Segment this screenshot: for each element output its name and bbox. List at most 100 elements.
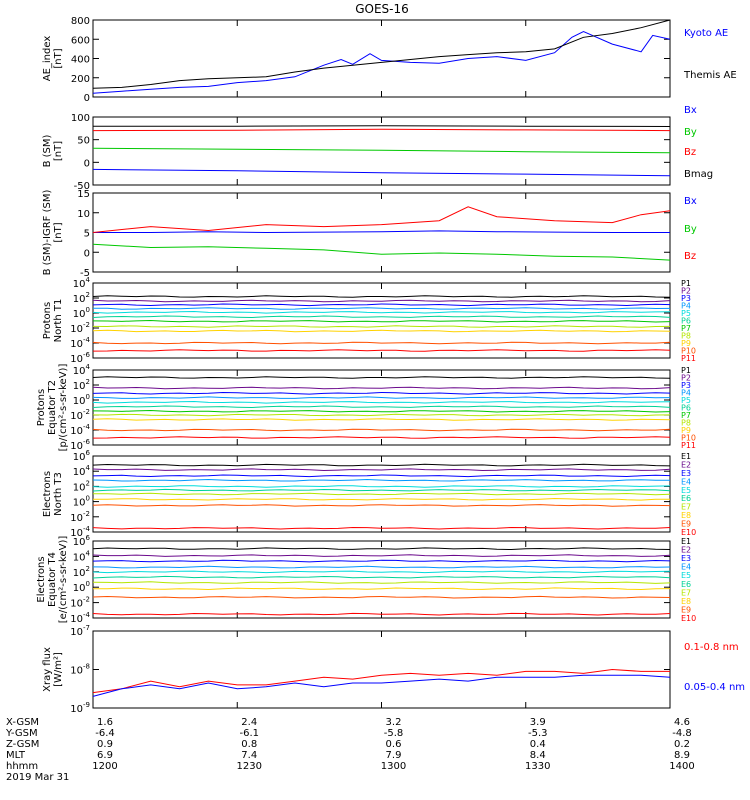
ytick-label-2-0: -5 [80, 268, 90, 279]
channel-label-5-9: E10 [681, 528, 696, 537]
channel-line-3-9 [92, 341, 671, 345]
channel-line-6-6 [92, 581, 671, 584]
channel-line-5-8 [92, 504, 671, 507]
ylabel-2-1: [nT] [53, 222, 64, 242]
series-line-1-0 [92, 168, 671, 177]
channel-label-4-0: P1 [681, 366, 691, 375]
channel-label-5-4: E5 [681, 486, 691, 495]
ytick-label-6-3: 102 [73, 565, 90, 579]
channel-line-5-5 [92, 488, 671, 492]
footer-value-3-3: 8.4 [530, 750, 546, 761]
series-line-7-1 [92, 674, 671, 697]
ytick-label-3-3: 100 [73, 306, 90, 320]
channel-line-3-1 [92, 299, 671, 303]
series-line-0-0 [92, 30, 671, 94]
footer-label-2: Z-GSM [6, 739, 39, 750]
legend-1-3: Bmag [684, 169, 713, 180]
ytick-label-1-1: 0 [84, 158, 90, 169]
ytick-label-1-0: -50 [74, 181, 90, 192]
channel-line-4-10 [92, 436, 671, 439]
channel-line-5-7 [92, 497, 671, 501]
channel-label-4-6: P7 [681, 411, 691, 420]
footer-value-1-2: 0.8 [241, 739, 257, 750]
footer-value-4-3: 8.9 [674, 750, 690, 761]
footer-value-0-3: 6.9 [97, 750, 113, 761]
channel-label-5-3: E4 [681, 477, 691, 486]
series-line-2-1 [92, 243, 671, 261]
channel-line-6-5 [92, 575, 671, 579]
ytick-label-6-4: 104 [73, 549, 91, 563]
channel-label-6-6: E7 [681, 588, 691, 597]
ylabel-3-0: Protons [42, 302, 53, 339]
ytick-label-3-4: 102 [73, 291, 90, 305]
ylabel-0-1: [nT] [53, 48, 64, 68]
series-line-1-3 [93, 125, 671, 127]
panel-frame-7 [92, 630, 671, 709]
channel-line-5-6 [92, 492, 671, 496]
channel-label-5-6: E7 [681, 503, 691, 512]
ytick-label-6-0: 10-4 [70, 611, 90, 625]
channel-label-4-7: P8 [681, 419, 691, 428]
channel-line-4-9 [92, 428, 671, 432]
channel-line-6-0 [92, 547, 671, 551]
ytick-label-7-0: 10-9 [70, 701, 90, 715]
channel-line-5-0 [92, 463, 671, 467]
footer-value-1-1: -6.1 [239, 728, 259, 739]
ytick-label-6-1: 10-2 [70, 596, 90, 610]
ytick-label-7-1: 10-8 [70, 663, 90, 677]
ytick-label-4-1: 10-4 [70, 423, 90, 437]
ytick-label-4-3: 100 [73, 393, 90, 407]
channel-label-4-9: P10 [681, 434, 696, 443]
ytick-label-5-2: 100 [73, 495, 90, 509]
footer-value-0-4: 1200 [92, 761, 117, 772]
panel-frame-4 [92, 369, 671, 446]
footer-label-1: Y-GSM [5, 728, 38, 739]
ytick-label-4-2: 10-2 [70, 408, 90, 422]
footer-value-4-0: 4.6 [674, 717, 690, 728]
channel-label-4-4: P5 [681, 396, 691, 405]
legend-2-0: Bx [684, 196, 697, 207]
channel-line-4-8 [92, 418, 671, 421]
footer-value-3-2: 0.4 [530, 739, 546, 750]
ytick-label-0-2: 400 [71, 55, 90, 66]
channel-label-6-4: E5 [681, 571, 691, 580]
footer-label-3: MLT [6, 750, 26, 761]
footer-value-0-2: 0.9 [97, 739, 113, 750]
channel-label-5-1: E2 [681, 460, 691, 469]
ytick-label-1-3: 100 [71, 113, 90, 124]
channel-label-6-1: E2 [681, 546, 691, 555]
ytick-label-5-1: 10-2 [70, 510, 90, 524]
footer-value-2-0: 3.2 [386, 717, 402, 728]
channel-line-6-4 [92, 570, 671, 574]
channel-label-6-3: E4 [681, 563, 691, 572]
footer-value-4-4: 1400 [669, 761, 694, 772]
ytick-label-3-1: 10-4 [70, 336, 90, 350]
ytick-label-5-3: 102 [73, 479, 90, 493]
channel-label-6-7: E8 [681, 597, 691, 606]
legend-1-2: Bz [684, 147, 696, 158]
channel-line-5-4 [92, 485, 671, 488]
footer-value-4-1: -4.8 [672, 728, 692, 739]
footer-label-0: X-GSM [6, 717, 39, 728]
ylabel-2-0: B (SM)-IGRF (SM) [42, 190, 53, 276]
footer-value-2-1: -5.8 [384, 728, 404, 739]
ytick-label-3-5: 104 [73, 276, 91, 290]
ytick-label-5-5: 106 [73, 449, 91, 463]
channel-label-3-2: P3 [681, 294, 691, 303]
channel-label-3-0: P1 [681, 279, 691, 288]
ylabel-3-1: North T1 [53, 299, 64, 343]
footer-value-1-0: 2.4 [241, 717, 257, 728]
channel-label-3-5: P6 [681, 317, 691, 326]
ytick-label-7-2: 10-7 [70, 624, 90, 638]
ytick-label-2-2: 5 [84, 229, 90, 240]
channel-line-3-4 [92, 310, 671, 314]
channel-line-3-7 [92, 325, 671, 328]
channel-line-4-3 [92, 396, 671, 399]
channel-label-6-9: E10 [681, 614, 696, 623]
channel-line-3-10 [92, 349, 671, 352]
channel-line-4-5 [92, 405, 671, 409]
ytick-label-0-4: 800 [71, 16, 90, 27]
channel-line-4-0 [92, 376, 671, 379]
ytick-label-4-5: 104 [73, 363, 91, 377]
